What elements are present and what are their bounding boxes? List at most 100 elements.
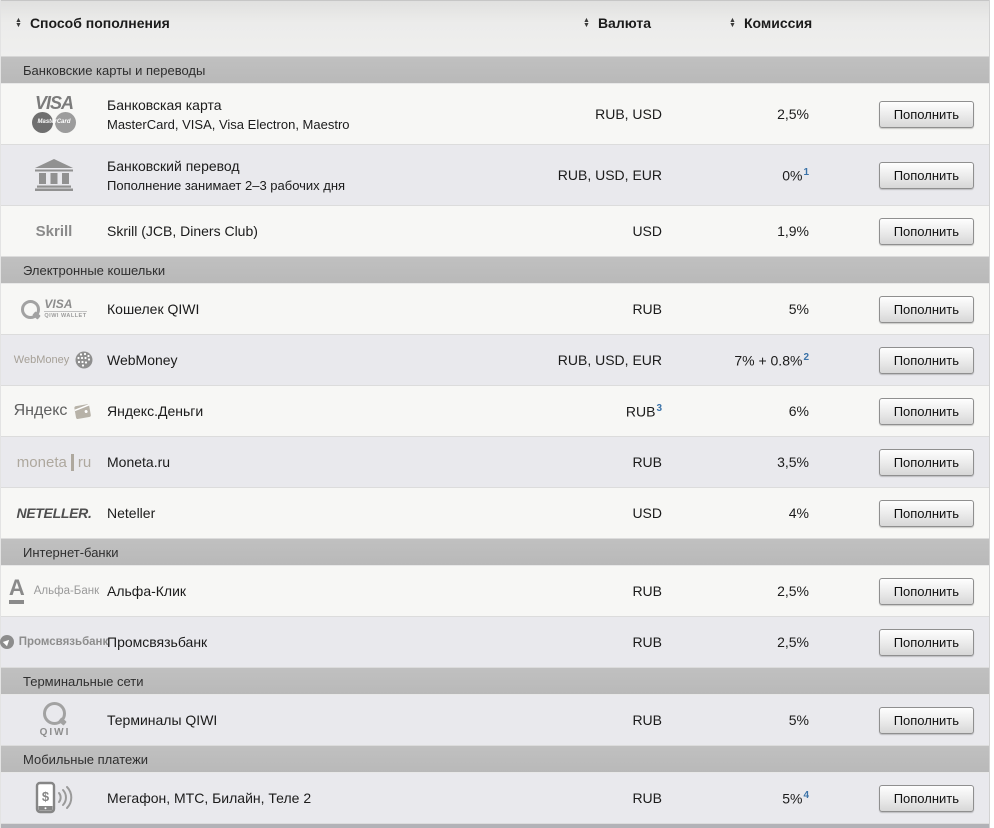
commission-cell: 5% — [788, 712, 809, 728]
mobile-phone-signal-icon: $ — [35, 781, 73, 814]
action-cell: Пополнить — [814, 448, 989, 476]
commission-cell: 2,5% — [777, 106, 809, 122]
action-cell: Пополнить — [814, 628, 989, 656]
qiwi-terminal-logo: QIWI — [38, 702, 71, 738]
deposit-button[interactable]: Пополнить — [878, 217, 974, 245]
method-name: Банковский перевод — [107, 157, 240, 174]
deposit-button[interactable]: Пополнить — [878, 346, 974, 374]
method-cell: VISA MasterCard Банковская карта MasterC… — [1, 93, 519, 133]
method-name: Банковская карта — [107, 96, 222, 113]
method-cell: Яндекс Яндекс.Деньги — [1, 401, 519, 421]
deposit-button[interactable]: Пополнить — [878, 706, 974, 734]
commission-cell: 0%1 — [782, 166, 809, 184]
method-name: WebMoney — [107, 352, 178, 368]
method-subtitle: MasterCard, VISA, Visa Electron, Maestro — [107, 116, 350, 132]
column-label: Комиссия — [743, 15, 813, 31]
currency-cell: RUB, USD, EUR — [557, 352, 662, 368]
commission-cell: 6% — [788, 403, 809, 419]
promsvyazbank-wordmark: Промсвязьбанк — [18, 636, 109, 648]
qiwi-q-icon — [21, 299, 41, 319]
table-body: Банковские карты и переводы VISA MasterC… — [0, 57, 989, 824]
method-subtitle: Пополнение занимает 2–3 рабочих дня — [107, 177, 346, 193]
webmoney-wordmark: WebMoney — [13, 354, 70, 366]
moneta-ru-icon: moneta ru — [1, 453, 107, 471]
commission-cell: 5%4 — [782, 789, 809, 807]
method-cell: $ Мегафон, МТС, Билайн, Теле 2 — [1, 780, 519, 816]
bank-transfer-icon — [1, 159, 107, 191]
method-name: Moneta.ru — [107, 454, 171, 470]
qiwi-wallet-wordmark: QIWI WALLET — [44, 311, 87, 319]
column-header-method[interactable]: Способ пополнения — [1, 15, 519, 31]
yandex-wordmark: Яндекс — [13, 402, 68, 419]
deposit-button[interactable]: Пополнить — [878, 448, 974, 476]
method-name: Яндекс.Деньги — [107, 403, 204, 419]
currency-cell: RUB — [632, 790, 662, 806]
table-row: VISA MasterCard Банковская карта MasterC… — [1, 84, 989, 145]
column-header-currency[interactable]: Валюта — [519, 15, 664, 31]
section-header: Банковские карты и переводы — [1, 57, 989, 84]
svg-text:$: $ — [42, 789, 50, 804]
action-cell: Пополнить — [814, 100, 989, 128]
commission-cell: 5% — [788, 301, 809, 317]
currency-cell: RUB, USD, EUR — [557, 167, 662, 183]
method-cell: Банковский перевод Пополнение занимает 2… — [1, 157, 519, 194]
method-name: Neteller — [107, 505, 156, 521]
deposit-button[interactable]: Пополнить — [878, 784, 974, 812]
currency-cell: RUB — [632, 712, 662, 728]
commission-cell: 4% — [788, 505, 809, 521]
table-row: QIWI Терминалы QIWI RUB 5% Пополнить — [1, 695, 989, 746]
visa-wordmark: VISA — [34, 93, 74, 113]
deposit-button[interactable]: Пополнить — [878, 628, 974, 656]
qiwi-q-icon — [42, 702, 66, 725]
method-cell: VISA QIWI WALLET Кошелек QIWI — [1, 298, 519, 319]
commission-cell: 7% + 0.8%2 — [734, 351, 809, 369]
table-row: NETELLER. Neteller USD 4% Пополнить — [1, 488, 989, 539]
table-header: Способ пополнения Валюта Комиссия — [1, 0, 989, 57]
method-cell: moneta ru Moneta.ru — [1, 453, 519, 471]
commission-cell: 2,5% — [777, 583, 809, 599]
commission-cell: 2,5% — [777, 634, 809, 650]
method-name: Терминалы QIWI — [107, 712, 218, 728]
alfa-bank-wordmark: Альфа-Банк — [33, 585, 100, 597]
neteller-icon: NETELLER. — [1, 505, 107, 521]
column-label: Способ пополнения — [29, 15, 170, 31]
skrill-wordmark: Skrill — [35, 222, 73, 240]
table-row: WebMoney WebMoney RUB, USD, EUR 7% + 0.8… — [1, 335, 989, 386]
method-name: Skrill (JCB, Diners Club) — [107, 223, 258, 239]
wallet-icon — [74, 404, 92, 419]
deposit-button[interactable]: Пополнить — [878, 295, 974, 323]
commission-cell: 3,5% — [777, 454, 809, 470]
method-cell: А Альфа-Банк Альфа-Клик — [1, 577, 519, 604]
promsvyazbank-icon: Промсвязьбанк — [0, 635, 108, 649]
section-header: Терминальные сети — [1, 668, 989, 695]
currency-cell: RUB — [632, 301, 662, 317]
footnote-ref: 2 — [803, 351, 809, 363]
section-header: Интернет-банки — [1, 539, 989, 566]
commission-cell: 1,9% — [777, 223, 809, 239]
footnote-ref: 1 — [803, 166, 809, 178]
table-row: VISA QIWI WALLET Кошелек QIWI RUB 5% Поп… — [1, 284, 989, 335]
currency-cell: RUB, USD — [595, 106, 662, 122]
deposit-button[interactable]: Пополнить — [878, 499, 974, 527]
neteller-wordmark: NETELLER. — [16, 505, 92, 521]
method-cell: Skrill Skrill (JCB, Diners Club) — [1, 222, 519, 240]
mastercard-circles-icon: MasterCard — [32, 112, 76, 133]
deposit-button[interactable]: Пополнить — [878, 161, 974, 189]
currency-cell: USD — [632, 223, 662, 239]
footnote-ref: 4 — [803, 789, 809, 801]
deposit-button[interactable]: Пополнить — [878, 100, 974, 128]
promsvyazbank-logo: Промсвязьбанк — [0, 635, 108, 649]
sort-icon — [729, 18, 736, 28]
deposit-button[interactable]: Пополнить — [878, 397, 974, 425]
currency-cell: USD — [632, 505, 662, 521]
table-row: Промсвязьбанк Промсвязьбанк RUB 2,5% Поп… — [0, 617, 989, 668]
alfa-bank-logo: А Альфа-Банк — [9, 577, 100, 604]
webmoney-logo: WebMoney — [14, 350, 94, 370]
deposit-button[interactable]: Пополнить — [878, 577, 974, 605]
currency-cell: RUB — [632, 634, 662, 650]
mastercard-wordmark: MasterCard — [37, 119, 71, 125]
visa-mastercard-logo: VISA MasterCard — [32, 93, 76, 133]
ru-wordmark: ru — [77, 453, 92, 471]
column-header-commission[interactable]: Комиссия — [664, 15, 814, 31]
